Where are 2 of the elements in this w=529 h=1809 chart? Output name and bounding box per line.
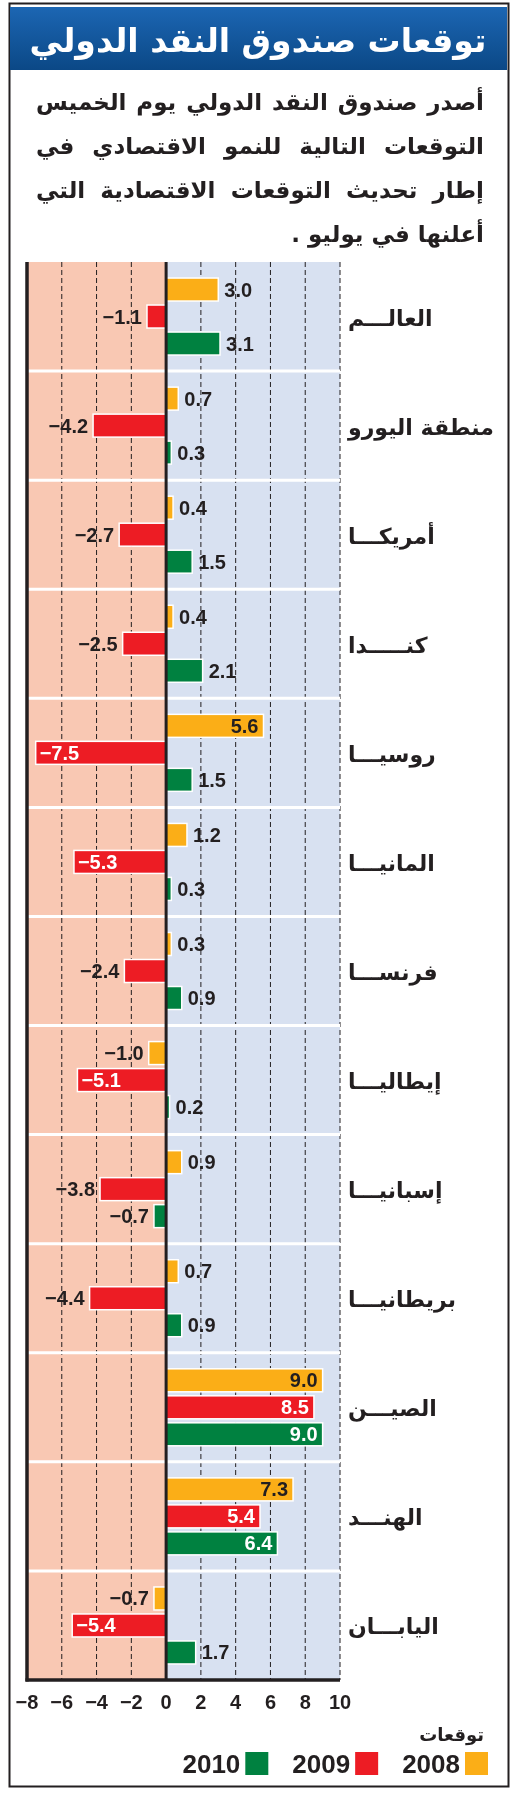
title: توقعات صندوق النقد الدولي (29, 21, 487, 60)
subtitle: أصدر صندوق النقد الدولي يوم الخميس التوقعات التالية للنمو الاقتصادي في إطار تحديث التوقعات الاقتصادية التي أعلنها في يوليو . (36, 86, 484, 250)
